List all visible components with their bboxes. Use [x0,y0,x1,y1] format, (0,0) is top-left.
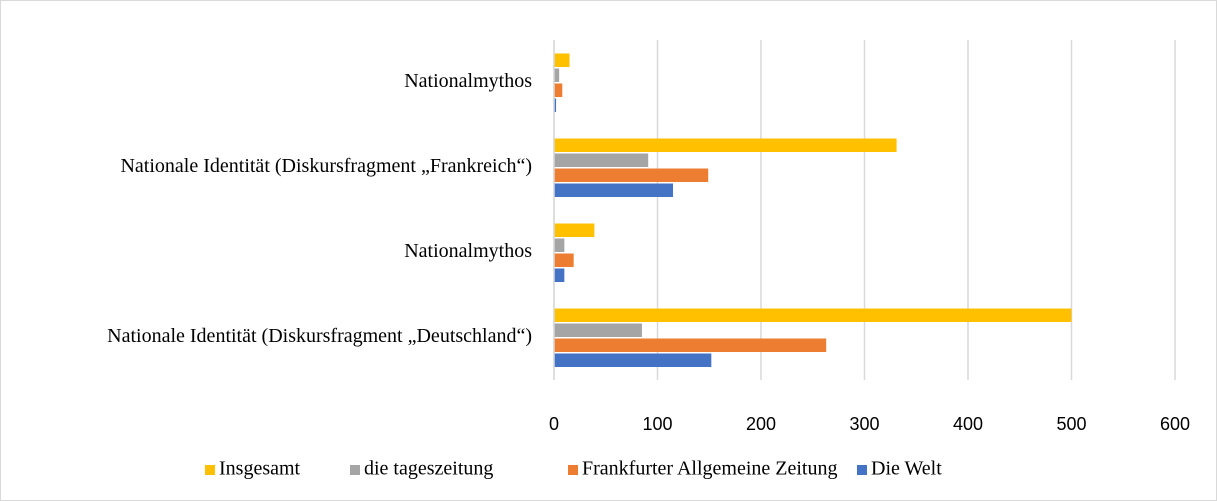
legend-swatch [568,465,578,475]
y-tick-label: Nationale Identität (Diskursfragment „De… [107,325,532,347]
legend-swatch [857,465,867,475]
legend-swatch [205,465,215,475]
bar [554,353,712,367]
bar [554,153,649,167]
bar [554,68,560,82]
legend-label: Insgesamt [219,458,301,480]
x-tick-label: 200 [746,414,776,434]
bar [554,253,574,267]
legend-label: Frankfurter Allgemeine Zeitung [582,458,837,480]
bar [554,168,709,182]
bar [554,83,563,97]
x-tick-label: 100 [642,414,672,434]
bar [554,138,897,152]
bar [554,98,557,112]
bar [554,323,642,337]
y-tick-label: Nationalmythos [404,70,532,92]
x-tick-label: 400 [953,414,983,434]
legend-label: Die Welt [871,458,942,480]
bar [554,308,1072,322]
legend-label: die tageszeitung [364,458,493,480]
bar [554,53,570,67]
bar [554,338,827,352]
bar [554,238,565,252]
x-tick-label: 500 [1056,414,1086,434]
y-tick-label: Nationale Identität (Diskursfragment „Fr… [120,155,532,177]
bar [554,183,674,197]
x-tick-label: 0 [549,414,559,434]
x-tick-label: 600 [1160,414,1190,434]
bar [554,223,595,237]
legend-swatch [350,465,360,475]
bar [554,268,565,282]
y-tick-label: Nationalmythos [404,240,532,262]
x-tick-label: 300 [849,414,879,434]
